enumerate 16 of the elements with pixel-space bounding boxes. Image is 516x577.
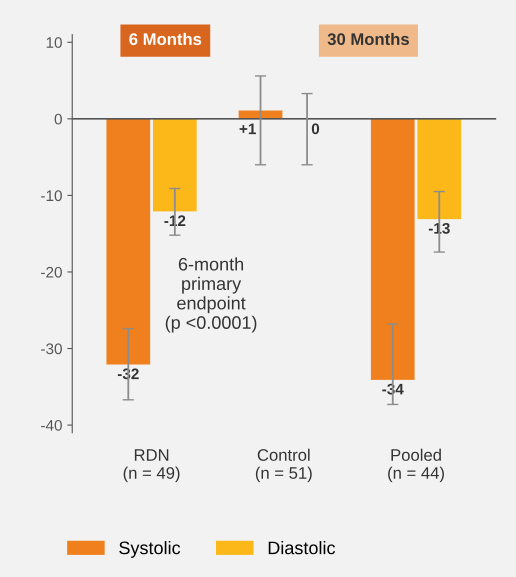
y-tick-label: 10 — [46, 37, 62, 48]
annotation: 6 Months — [129, 32, 202, 46]
y-tick-label: -30 — [41, 343, 62, 354]
y-tick-label: 0 — [54, 114, 62, 125]
annotation: 6-month primary endpoint (p <0.0001) — [166, 257, 256, 333]
y-tick-label: -10 — [41, 190, 62, 202]
y-tick-label: -40 — [41, 420, 62, 431]
legend-label: Systolic — [119, 541, 180, 558]
x-tick-label: Pooled (n = 44) — [388, 448, 444, 482]
x-tick-label: Control (n = 51) — [256, 448, 312, 482]
y-tick-label: -20 — [41, 266, 62, 278]
data-label: +1 — [240, 124, 256, 134]
x-tick-label: RDN (n = 49) — [124, 449, 180, 482]
annotation: 30 Months — [328, 32, 409, 46]
data-label: 0 — [312, 123, 320, 134]
legend-label: Diastolic — [268, 541, 336, 554]
